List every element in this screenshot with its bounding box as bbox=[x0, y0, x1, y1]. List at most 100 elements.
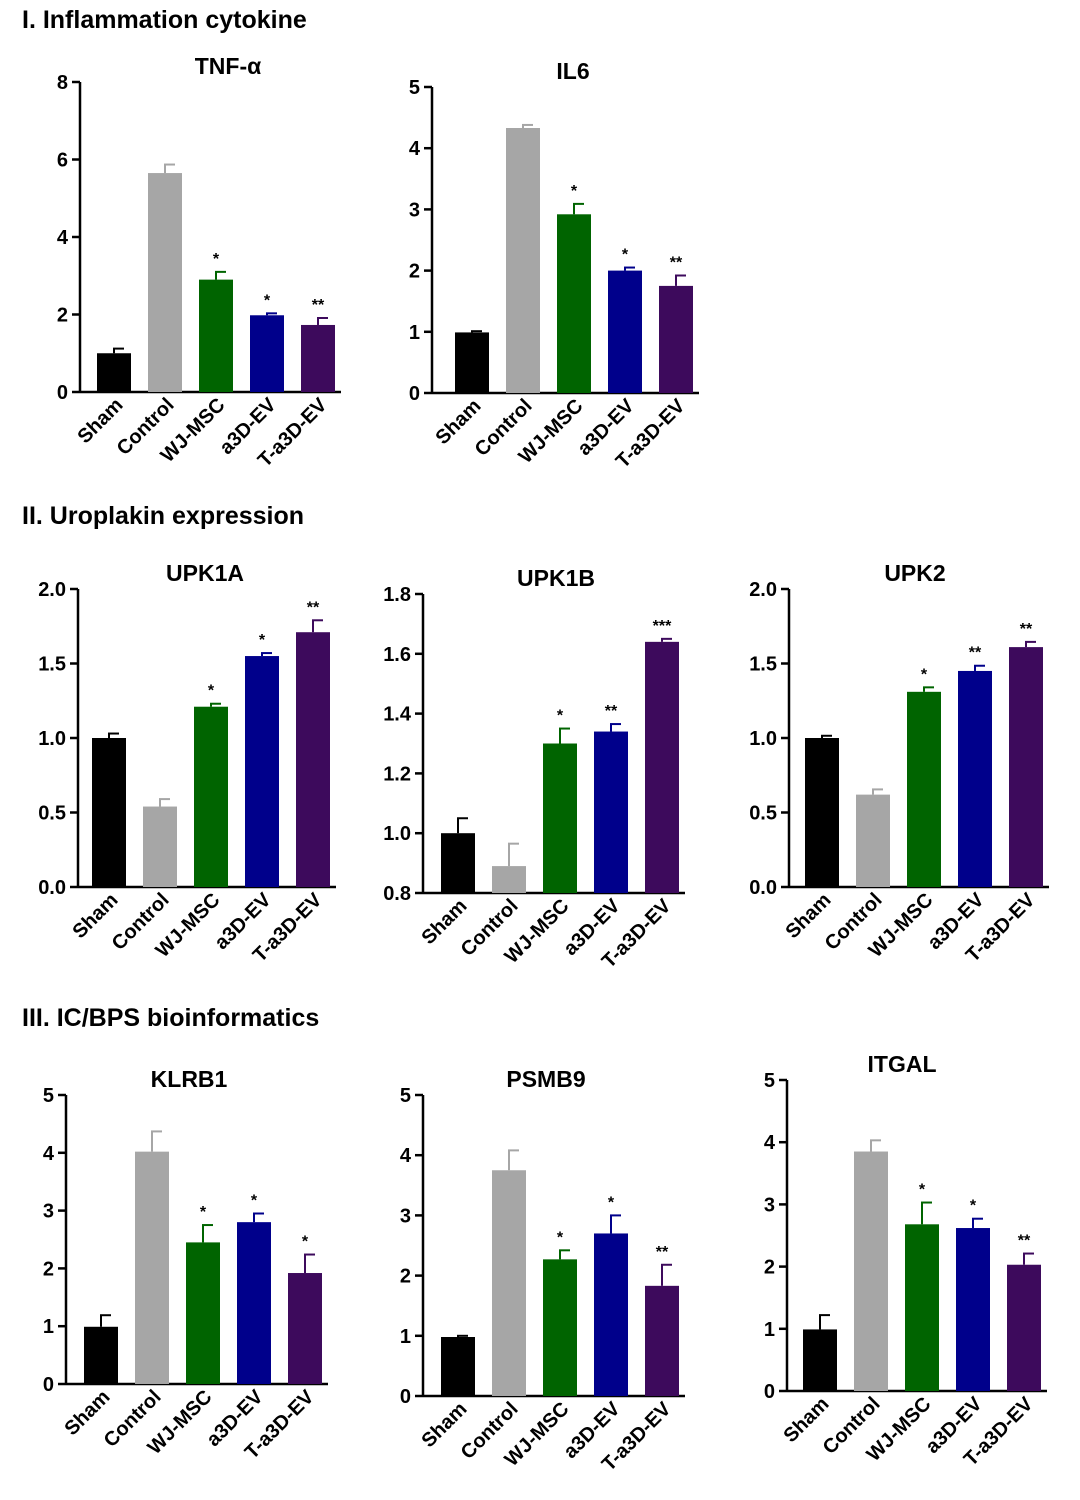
chart-title: KLRB1 bbox=[151, 1066, 228, 1092]
bar-wj-msc bbox=[907, 691, 941, 887]
bar-wj-msc bbox=[905, 1224, 939, 1391]
y-tick-label: 5 bbox=[764, 1070, 775, 1092]
chart-klrb1: KLRB1012345ShamControl*WJ-MSC*a3D-EV*T-a… bbox=[43, 1066, 328, 1464]
significance-marker: ** bbox=[312, 297, 325, 314]
bar-a3d-ev bbox=[594, 731, 628, 893]
y-tick-label: 1 bbox=[43, 1316, 54, 1338]
y-tick-label: 1.8 bbox=[383, 584, 411, 606]
bar-sham bbox=[84, 1326, 118, 1384]
significance-marker: * bbox=[259, 632, 266, 649]
significance-marker: * bbox=[557, 1229, 564, 1246]
y-tick-label: 1.0 bbox=[38, 728, 66, 750]
y-tick-label: 2 bbox=[764, 1257, 775, 1279]
section-title-inflammation: I. Inflammation cytokine bbox=[22, 6, 307, 34]
y-tick-label: 0 bbox=[764, 1381, 775, 1403]
bar-a3d-ev bbox=[594, 1233, 628, 1396]
chart-title: PSMB9 bbox=[506, 1066, 585, 1092]
y-tick-label: 1 bbox=[764, 1319, 775, 1341]
significance-marker: ** bbox=[969, 645, 982, 662]
bar-control bbox=[135, 1151, 169, 1384]
y-tick-label: 1.5 bbox=[749, 654, 777, 676]
significance-marker: ** bbox=[656, 1244, 669, 1261]
y-tick-label: 0.0 bbox=[749, 877, 777, 899]
y-tick-label: 1.6 bbox=[383, 644, 411, 666]
y-tick-label: 2.0 bbox=[38, 579, 66, 601]
chart-itgal: ITGAL012345ShamControl*WJ-MSC*a3D-EV**T-… bbox=[764, 1051, 1047, 1471]
significance-marker: ** bbox=[307, 599, 320, 616]
bar-wj-msc bbox=[557, 214, 591, 393]
bar-a3d-ev bbox=[608, 270, 642, 393]
significance-marker: * bbox=[622, 247, 629, 264]
significance-marker: * bbox=[557, 708, 564, 725]
bar-wj-msc bbox=[194, 706, 228, 887]
bar-t-a3d-ev bbox=[301, 324, 335, 392]
chart-psmb9: PSMB9012345ShamControl*WJ-MSC*a3D-EV**T-… bbox=[400, 1066, 685, 1476]
chart-title: UPK1B bbox=[517, 565, 595, 591]
bar-t-a3d-ev bbox=[1009, 647, 1043, 887]
significance-marker: ** bbox=[1018, 1233, 1031, 1250]
y-tick-label: 5 bbox=[43, 1085, 54, 1107]
y-tick-label: 4 bbox=[409, 138, 421, 160]
bar-sham bbox=[97, 353, 131, 392]
y-tick-label: 1.5 bbox=[38, 654, 66, 676]
significance-marker: ** bbox=[605, 703, 618, 720]
y-tick-label: 3 bbox=[400, 1205, 411, 1227]
bar-a3d-ev bbox=[956, 1228, 990, 1391]
significance-marker: * bbox=[571, 183, 578, 200]
significance-marker: * bbox=[970, 1198, 977, 1215]
chart-tnf-: TNF-α02468ShamControl*WJ-MSC*a3D-EV**T-a… bbox=[57, 53, 341, 472]
chart-title: UPK2 bbox=[884, 560, 945, 586]
bar-control bbox=[148, 173, 182, 392]
significance-marker: ** bbox=[1020, 621, 1033, 638]
significance-marker: * bbox=[208, 683, 215, 700]
y-tick-label: 2 bbox=[57, 305, 68, 327]
y-tick-label: 4 bbox=[400, 1145, 412, 1167]
significance-marker: * bbox=[921, 666, 928, 683]
bar-sham bbox=[441, 1337, 475, 1396]
bar-control bbox=[492, 1170, 526, 1396]
bar-t-a3d-ev bbox=[1007, 1264, 1041, 1391]
significance-marker: ** bbox=[670, 254, 683, 271]
y-tick-label: 6 bbox=[57, 150, 68, 172]
significance-marker: *** bbox=[653, 618, 672, 635]
y-tick-label: 4 bbox=[57, 227, 69, 249]
y-tick-label: 1.0 bbox=[383, 823, 411, 845]
bar-wj-msc bbox=[543, 1259, 577, 1396]
bar-a3d-ev bbox=[245, 656, 279, 887]
chart-title: IL6 bbox=[556, 58, 589, 84]
y-tick-label: 4 bbox=[764, 1132, 776, 1154]
bar-control bbox=[854, 1151, 888, 1391]
y-tick-label: 1.2 bbox=[383, 763, 411, 785]
bar-t-a3d-ev bbox=[288, 1273, 322, 1384]
y-tick-label: 0 bbox=[409, 383, 420, 405]
bar-wj-msc bbox=[199, 279, 233, 392]
y-tick-label: 2 bbox=[400, 1266, 411, 1288]
significance-marker: * bbox=[264, 292, 271, 309]
chart-title: UPK1A bbox=[166, 560, 244, 586]
section-title-uroplakin: II. Uroplakin expression bbox=[22, 502, 305, 530]
y-tick-label: 3 bbox=[409, 199, 420, 221]
y-tick-label: 0 bbox=[400, 1386, 411, 1408]
bar-wj-msc bbox=[543, 743, 577, 893]
significance-marker: * bbox=[213, 251, 220, 268]
y-tick-label: 1 bbox=[400, 1326, 411, 1348]
bar-a3d-ev bbox=[958, 670, 992, 887]
y-tick-label: 0.5 bbox=[749, 803, 777, 825]
bar-t-a3d-ev bbox=[659, 285, 693, 393]
y-tick-label: 0 bbox=[57, 382, 68, 404]
section-title-bioinformatics: III. IC/BPS bioinformatics bbox=[22, 1004, 320, 1032]
y-tick-label: 2 bbox=[43, 1258, 54, 1280]
bar-sham bbox=[805, 738, 839, 887]
chart-upk2: UPK20.00.51.01.52.0ShamControl*WJ-MSC**a… bbox=[749, 560, 1049, 967]
bar-t-a3d-ev bbox=[296, 632, 330, 887]
y-tick-label: 5 bbox=[409, 77, 420, 99]
bar-wj-msc bbox=[186, 1242, 220, 1384]
bar-control bbox=[856, 794, 890, 887]
significance-marker: * bbox=[200, 1204, 207, 1221]
y-tick-label: 2.0 bbox=[749, 579, 777, 601]
y-tick-label: 0.0 bbox=[38, 877, 66, 899]
y-tick-label: 1 bbox=[409, 322, 420, 344]
significance-marker: * bbox=[608, 1194, 615, 1211]
significance-marker: * bbox=[251, 1192, 258, 1209]
